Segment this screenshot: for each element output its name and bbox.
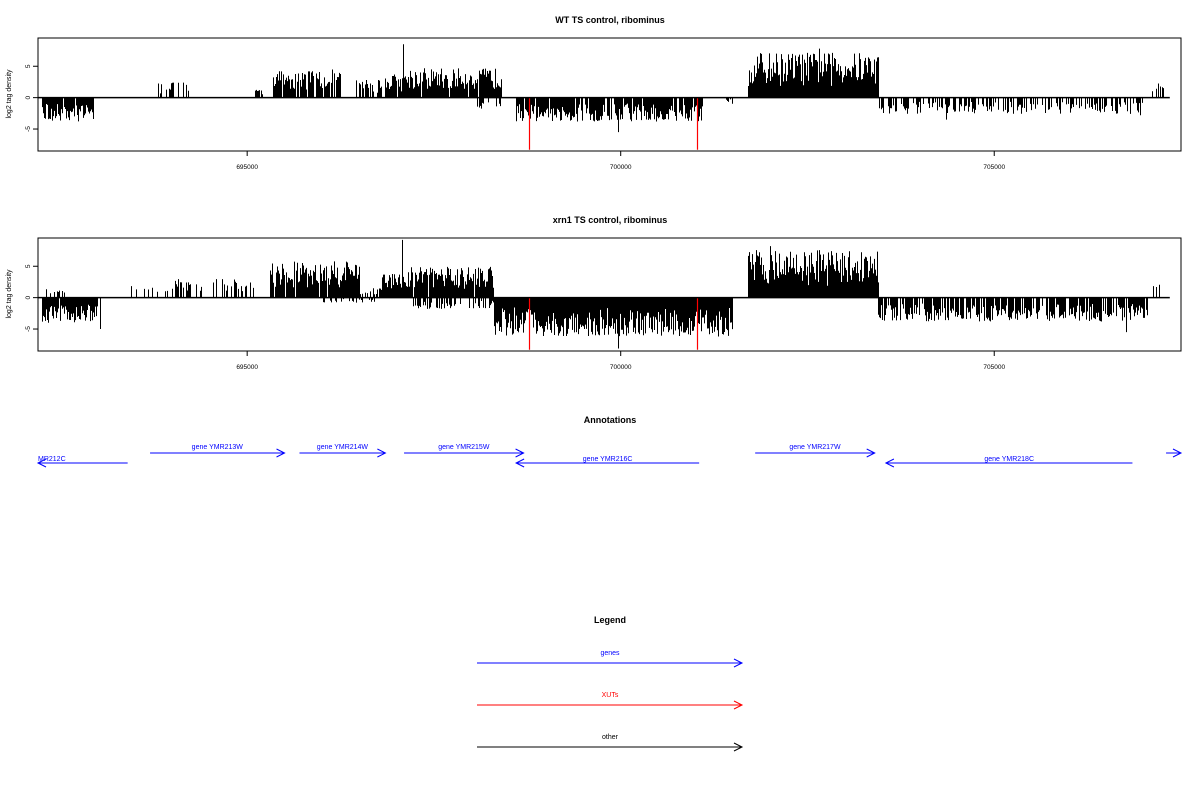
- gene-label: gene YMR218C: [984, 456, 1034, 463]
- gene-arrow-head: [866, 448, 876, 458]
- y-axis-label: log2 tag density: [6, 69, 13, 119]
- x-tick-label: 695000: [236, 164, 258, 171]
- signal-bars: [38, 44, 1170, 150]
- plot-frame: [37, 37, 1182, 152]
- y-tick-label: -5: [25, 326, 32, 332]
- axis-ticks: 695000 700000 705000 -5 0 5: [25, 64, 1005, 171]
- x-tick-label: 700000: [610, 164, 632, 171]
- gene-arrow-head: [884, 458, 895, 468]
- gene-label: MR212C: [38, 456, 66, 463]
- gene-annotation: gene YMR214W: [299, 444, 387, 458]
- legend-arrow-head: [733, 742, 744, 752]
- y-tick-label: -5: [25, 126, 32, 132]
- gene-arrow-head: [276, 448, 286, 458]
- gene-annotation: gene YMR216C: [514, 456, 700, 468]
- panel-wt: WT TS control, ribominus log2 tag densit…: [6, 15, 1182, 171]
- gene-arrow-head: [36, 458, 47, 468]
- legend-items: genes XUTs other: [477, 650, 744, 752]
- legend-label: other: [602, 734, 619, 741]
- y-axis-label: log2 tag density: [6, 269, 13, 319]
- legend-label: genes: [600, 650, 620, 657]
- gene-label: gene YMR217W: [789, 444, 841, 451]
- gene-label: gene YMR213W: [192, 444, 244, 451]
- legend-item: XUTs: [477, 692, 744, 710]
- panel-title: xrn1 TS control, ribominus: [553, 215, 668, 225]
- legend-label: XUTs: [602, 692, 619, 699]
- gene-arrow-head: [377, 448, 387, 458]
- axis-ticks: 695000 700000 705000 -5 0 5: [25, 264, 1005, 371]
- gene-annotation: gene YMR218C: [884, 456, 1133, 468]
- gene-arrows: MR212C gene YMR213W gene YMR214W gene YMR21…: [36, 444, 1183, 468]
- gene-annotation: gene YMR215W: [404, 444, 525, 458]
- y-tick-label: 0: [25, 95, 32, 99]
- legend-title: Legend: [594, 615, 626, 625]
- x-tick-label: 705000: [983, 364, 1005, 371]
- gene-label: gene YMR214W: [317, 444, 369, 451]
- legend-item: other: [477, 734, 744, 752]
- x-tick-label: 695000: [236, 364, 258, 371]
- signal-bars: [38, 239, 1170, 350]
- gene-annotation: gene YMR217W: [755, 444, 876, 458]
- gene-label: gene YMR215W: [438, 444, 490, 451]
- gene-annotation: gene YMR213W: [150, 444, 286, 458]
- gene-label: gene YMR216C: [583, 456, 633, 463]
- plot-frame: [37, 237, 1182, 352]
- legend-item: genes: [477, 650, 744, 668]
- gene-arrow-head: [1172, 448, 1183, 458]
- gene-annotation: MR212C: [36, 456, 128, 468]
- x-tick-label: 705000: [983, 164, 1005, 171]
- gene-arrow-head: [514, 458, 525, 468]
- legend: Legend genes XUTs other: [477, 615, 744, 752]
- gene-arrow-head: [515, 448, 525, 458]
- panel-title: WT TS control, ribominus: [555, 15, 665, 25]
- y-tick-label: 5: [25, 64, 32, 68]
- y-tick-label: 5: [25, 264, 32, 268]
- x-tick-label: 700000: [610, 364, 632, 371]
- gene-annotation: [1166, 448, 1183, 458]
- annotations-title: Annotations: [584, 415, 637, 425]
- panel-xrn1: xrn1 TS control, ribominus log2 tag dens…: [6, 215, 1182, 371]
- legend-arrow-head: [733, 700, 744, 710]
- y-tick-label: 0: [25, 295, 32, 299]
- legend-arrow-head: [733, 658, 744, 668]
- annotations-track: Annotations MR212C gene YMR213W gene YMR21…: [36, 415, 1183, 468]
